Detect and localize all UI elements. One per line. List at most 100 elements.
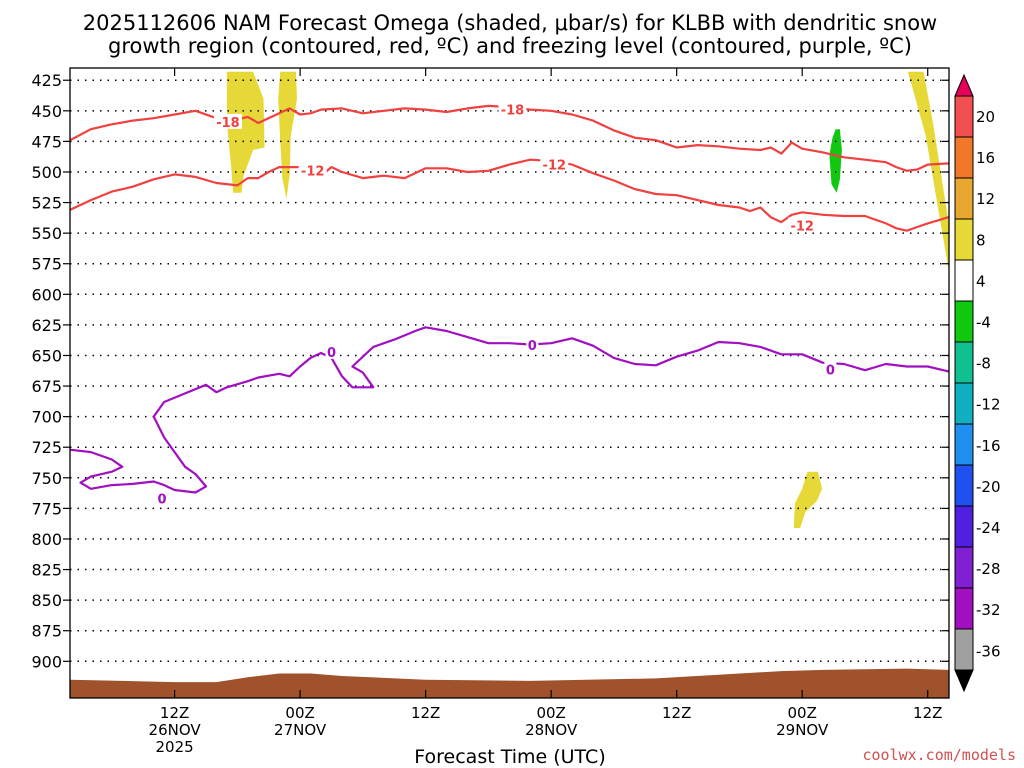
colorbar-swatch	[954, 587, 974, 630]
xtick-label-line2: 26NOV	[149, 721, 202, 739]
dgz-minus12-label-bg	[298, 162, 327, 178]
xtick-label-line1: 00Z	[788, 704, 817, 722]
ytick-label: 750	[31, 469, 62, 488]
xtick-label-line1: 00Z	[285, 704, 314, 722]
ytick-label: 800	[31, 530, 62, 549]
colorbar-swatch	[954, 546, 974, 589]
colorbar-swatch	[954, 628, 974, 671]
grid-layer	[70, 79, 949, 663]
colorbar-label: -16	[976, 437, 1001, 455]
chart-title-line2: growth region (contoured, red, ºC) and f…	[108, 34, 912, 58]
omega-shading	[226, 71, 949, 528]
colorbar-swatch	[954, 300, 974, 343]
xtick-label-line1: 00Z	[536, 704, 565, 722]
plot-frame	[69, 67, 950, 699]
xtick-label-line1: 12Z	[411, 704, 440, 722]
colorbar-swatch	[954, 464, 974, 507]
colorbar-label: 12	[976, 190, 995, 208]
colorbar-label: -32	[976, 601, 1001, 619]
colorbar-label: 20	[976, 108, 995, 126]
ytick-label: 825	[31, 561, 62, 580]
x-axis-label: Forecast Time (UTC)	[414, 746, 605, 768]
ytick-label: 700	[31, 408, 62, 427]
xtick-label-line2: 29NOV	[776, 721, 829, 739]
dgz-minus18-label-bg	[213, 113, 242, 129]
colorbar-bottom-arrow	[954, 669, 974, 693]
dgz-minus12-line	[70, 158, 949, 232]
ytick-label: 525	[31, 194, 62, 213]
terrain-layer	[70, 668, 949, 698]
y-axis: 425 450 475 500 525 550 575 600 625 650 675 700 725 7…	[31, 71, 949, 671]
colorbar-swatch	[954, 136, 974, 179]
colorbar-swatch	[954, 341, 974, 384]
omega-minus4-minus8	[829, 129, 842, 193]
freezing-level-label: 0	[528, 339, 537, 354]
colorbar: 20 16 12 8 4 -4 -8 -12 -16 -20 -24 -28 -32 -36	[954, 73, 1001, 693]
ytick-label: 725	[31, 438, 62, 457]
freezing-level-label-bg	[824, 361, 837, 377]
colorbar-swatch	[954, 177, 974, 220]
dgz-minus18-label-bg	[498, 101, 527, 117]
colorbar-swatch	[954, 382, 974, 425]
freezing-level-label: 0	[327, 346, 336, 361]
xtick-label-line3: 2025	[156, 738, 194, 756]
dgz-minus12-label-bg	[540, 156, 569, 172]
colorbar-label: -28	[976, 560, 1001, 578]
freezing-level-label-bg	[526, 336, 539, 352]
colorbar-swatch	[954, 505, 974, 548]
omega-4-8-b	[278, 71, 297, 199]
freezing-level-line	[70, 326, 949, 494]
colorbar-label: 4	[976, 272, 986, 290]
ytick-label: 600	[31, 285, 62, 304]
colorbar-label: -20	[976, 478, 1001, 496]
ytick-label: 550	[31, 224, 62, 243]
ytick-label: 675	[31, 377, 62, 396]
ytick-label: 625	[31, 316, 62, 335]
colorbar-label: -8	[976, 355, 991, 373]
freezing-level-label-bg	[325, 343, 338, 359]
contour-layer: -18 -18 -12 -12 -12 0 0 0 0	[70, 101, 949, 508]
dgz-minus18-label: -18	[216, 116, 240, 131]
colorbar-label: -4	[976, 314, 991, 332]
ytick-label: 775	[31, 499, 62, 518]
freezing-level-label: 0	[158, 493, 167, 508]
colorbar-label: -24	[976, 519, 1001, 537]
omega-4-8-a	[226, 71, 265, 193]
ytick-label: 575	[31, 255, 62, 274]
dgz-minus18-label: -18	[501, 103, 525, 118]
dgz-minus12-label: -12	[543, 158, 567, 173]
ytick-label: 475	[31, 132, 62, 151]
colorbar-swatch	[954, 218, 974, 261]
freezing-level-label: 0	[826, 363, 835, 378]
ytick-label: 500	[31, 163, 62, 182]
ytick-label: 875	[31, 622, 62, 641]
credit-text: coolwx.com/models	[862, 746, 1016, 764]
colorbar-swatch	[954, 423, 974, 466]
colorbar-label: 8	[976, 231, 986, 249]
dgz-minus12-label: -12	[790, 219, 814, 234]
ytick-label: 650	[31, 346, 62, 365]
freezing-level-label-bg	[156, 490, 169, 506]
colorbar-swatch	[954, 259, 974, 302]
xtick-label-line1: 12Z	[160, 704, 189, 722]
xtick-label-line1: 12Z	[662, 704, 691, 722]
dgz-minus12-label: -12	[301, 165, 325, 180]
colorbar-label: -36	[976, 642, 1001, 660]
xtick-label-line1: 12Z	[913, 704, 942, 722]
ytick-label: 900	[31, 652, 62, 671]
colorbar-label: -12	[976, 396, 1001, 414]
ytick-label: 450	[31, 102, 62, 121]
xtick-label-line2: 28NOV	[525, 721, 578, 739]
colorbar-swatch	[954, 95, 974, 138]
xtick-label-line2: 27NOV	[274, 721, 327, 739]
omega-4-8-d	[907, 71, 949, 273]
colorbar-top-arrow	[954, 73, 974, 97]
terrain-area	[70, 668, 949, 698]
chart-title-line1: 2025112606 NAM Forecast Omega (shaded, μ…	[83, 11, 937, 35]
ytick-label: 425	[31, 71, 62, 90]
omega-4-8-c	[793, 471, 823, 528]
colorbar-label: 16	[976, 149, 995, 167]
dgz-minus12-label-bg	[788, 217, 817, 233]
